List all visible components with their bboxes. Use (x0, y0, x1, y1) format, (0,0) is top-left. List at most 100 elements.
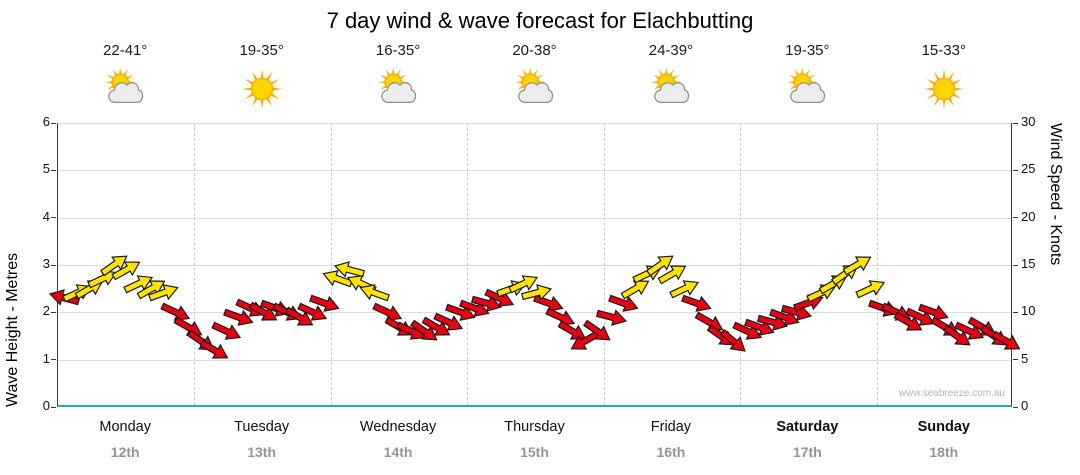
wind-arrow (459, 299, 490, 317)
day-separator-gridline (330, 123, 332, 405)
wind-arrow (843, 256, 872, 276)
wind-axis-tick (1013, 406, 1018, 408)
wind-arrow (421, 316, 451, 336)
wind-arrow (768, 308, 800, 326)
wave-axis-tick-label: 5 (42, 161, 50, 177)
day-separator-gridline (603, 123, 605, 405)
day-name-label: Sunday (917, 419, 970, 435)
day-date-label: 12th (110, 444, 140, 460)
wind-arrow (954, 321, 985, 341)
wind-speed-axis-title: Wind Speed - Knots (1047, 123, 1064, 266)
wind-arrow (917, 303, 949, 322)
wave-axis-tick (51, 169, 56, 171)
temp-range-label: 19-35° (239, 42, 284, 59)
wind-arrow (669, 279, 700, 299)
temp-range-label: 19-35° (785, 42, 830, 59)
gridline-horizontal (58, 265, 1011, 266)
wind-axis-tick-label: 10 (1021, 303, 1036, 319)
wind-arrow (248, 301, 278, 321)
wind-arrow (520, 284, 552, 302)
wind-arrow (620, 280, 650, 300)
day-name-label: Saturday (776, 419, 839, 435)
wind-arrow (111, 261, 141, 281)
wind-axis-tick (1013, 122, 1018, 124)
wind-axis-tick-label: 5 (1021, 350, 1029, 366)
wind-arrow (433, 312, 464, 331)
wind-axis-tick-label: 0 (1021, 398, 1029, 413)
day-separator-gridline (467, 123, 469, 405)
day-name-label: Monday (99, 419, 151, 435)
wave-axis-tick (51, 406, 56, 408)
wave-axis-tick-label: 4 (42, 208, 50, 224)
sun-cloud-icon (650, 66, 690, 104)
wind-arrow (943, 324, 971, 346)
wave-axis-tick-label: 2 (42, 303, 50, 319)
wind-axis-tick-label: 25 (1021, 161, 1036, 177)
day-name-label: Tuesday (234, 419, 290, 435)
wave-axis-tick-label: 1 (42, 350, 50, 366)
day-date-label: 17th (792, 444, 822, 460)
gridline-horizontal (58, 217, 1011, 219)
day-date-label: 14th (383, 444, 413, 460)
wave-axis-tick (51, 264, 56, 266)
wave-axis-tick-label: 0 (42, 398, 50, 413)
sun-cloud-icon (377, 66, 417, 104)
plot-area: www.seabreeze.com.au (48, 123, 1021, 407)
wind-arrow (285, 306, 314, 326)
wind-arrow (744, 318, 775, 336)
watermark: www.seabreeze.com.au (898, 388, 1005, 399)
sun-cloud-icon (514, 66, 553, 104)
wind-arrow (893, 311, 923, 331)
wind-arrow (595, 309, 627, 326)
wind-arrow (582, 319, 611, 341)
wind-arrow (508, 275, 539, 294)
sun-icon (923, 68, 964, 110)
wave-axis-tick (51, 217, 56, 219)
wind-arrow (483, 288, 514, 307)
wind-arrow (681, 294, 713, 312)
wind-arrow (409, 319, 438, 341)
wind-arrow (223, 308, 254, 326)
day-separator-gridline (194, 123, 196, 405)
wind-arrow (358, 284, 390, 302)
temp-range-label: 20-38° (512, 42, 557, 59)
wind-arrow (333, 260, 365, 278)
wave-axis-tick-label: 6 (42, 114, 50, 129)
wind-arrow (471, 295, 503, 312)
temp-range-label: 16-35° (375, 42, 421, 59)
day-date-label: 16th (656, 444, 686, 460)
gridline-horizontal (58, 312, 1011, 314)
wind-arrow (148, 284, 179, 302)
wave-axis-tick (51, 311, 56, 313)
day-date-label: 13th (247, 444, 277, 460)
wind-arrow (905, 307, 936, 326)
day-date-label: 18th (929, 444, 959, 460)
wind-arrow (719, 328, 747, 352)
wind-arrow (322, 270, 353, 288)
day-name-label: Wednesday (359, 419, 437, 435)
wind-arrow (645, 255, 674, 277)
wind-arrow (657, 265, 687, 285)
wind-arrow (136, 280, 166, 300)
wind-arrow (445, 303, 477, 322)
wind-arrow (854, 279, 885, 299)
sun-cloud-icon (787, 66, 826, 104)
day-name-label: Friday (650, 419, 692, 435)
gridline-horizontal (58, 123, 1011, 124)
wind-axis-tick (1013, 264, 1018, 266)
wind-axis-tick-label: 30 (1021, 114, 1036, 129)
wind-arrow (296, 302, 327, 322)
day-separator-gridline (740, 123, 742, 405)
wind-arrow (607, 294, 639, 312)
wind-arrow (732, 321, 763, 341)
wind-arrow (991, 330, 1021, 350)
wind-axis-tick-label: 15 (1021, 256, 1036, 271)
temp-range-label: 15-33° (921, 42, 966, 59)
wave-axis-tick (51, 122, 56, 124)
wave-axis-tick (51, 359, 56, 361)
wind-axis-tick-label: 20 (1021, 208, 1036, 224)
wind-arrow (123, 275, 154, 294)
day-name-label: Thursday (504, 419, 565, 435)
wind-arrow (309, 294, 340, 312)
